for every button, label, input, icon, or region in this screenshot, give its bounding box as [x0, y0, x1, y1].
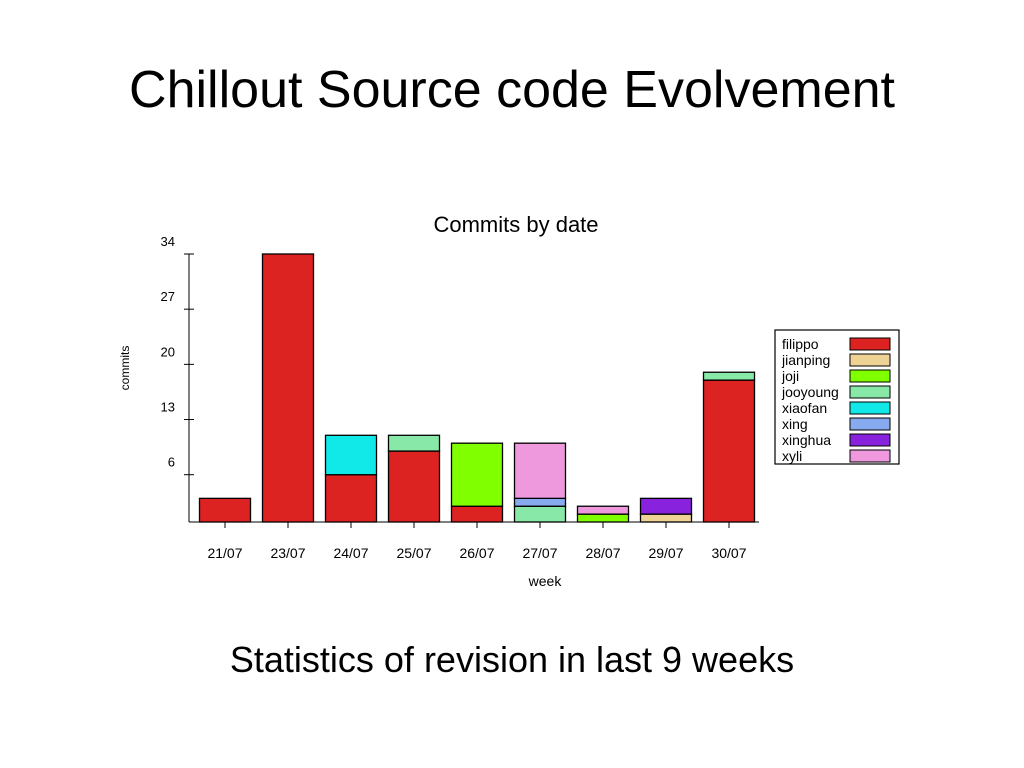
legend-swatch-xiaofan	[849, 401, 891, 415]
bar-segment-xyli	[576, 505, 630, 515]
x-tick-label: 23/07	[270, 545, 305, 561]
bar-segment-filippo	[324, 474, 378, 523]
bar-segment-xiaofan	[324, 434, 378, 476]
x-tick-label: 21/07	[207, 545, 242, 561]
bar-segment-xyli	[513, 442, 567, 500]
y-tick-label: 6	[168, 455, 175, 470]
bar-segment-joji	[450, 442, 504, 507]
legend-label: jooyoung	[781, 384, 839, 400]
legend-swatch-jianping	[849, 353, 891, 367]
legend-label: filippo	[782, 336, 819, 352]
y-tick-label: 13	[161, 400, 175, 415]
x-tick-label: 26/07	[459, 545, 494, 561]
y-tick-label: 34	[161, 234, 175, 249]
bar-segment-filippo	[198, 497, 252, 523]
chart-title: Commits by date	[433, 212, 598, 237]
x-tick-label: 29/07	[648, 545, 683, 561]
legend-label: jianping	[781, 352, 830, 368]
legend-swatch-filippo	[849, 337, 891, 351]
y-tick-label: 20	[161, 344, 175, 359]
legend-swatch-jooyoung	[849, 385, 891, 399]
slide-caption: Statistics of revision in last 9 weeks	[229, 639, 795, 680]
x-tick-label: 25/07	[396, 545, 431, 561]
x-tick-label: 24/07	[333, 545, 368, 561]
bar-segment-jooyoung	[513, 505, 567, 523]
bar-segment-xinghua	[639, 497, 693, 515]
x-tick-label: 30/07	[711, 545, 746, 561]
bar-segment-jooyoung	[387, 434, 441, 452]
x-tick-label: 28/07	[585, 545, 620, 561]
legend-swatch-xinghua	[849, 433, 891, 447]
bar-segment-filippo	[450, 505, 504, 523]
x-tick-label: 27/07	[522, 545, 557, 561]
bar-segment-filippo	[261, 253, 315, 523]
legend-label: joji	[781, 368, 799, 384]
x-axis-label: week	[528, 573, 563, 589]
bar-segment-jooyoung	[702, 371, 756, 381]
y-tick-label: 27	[161, 289, 175, 304]
legend-swatch-xyli	[849, 449, 891, 463]
plot-area: 6 13 20 27 34 21/07 23/07 24/07 25/07 26/07 27/07 2…	[161, 234, 759, 561]
legend-label: xiaofan	[782, 400, 827, 416]
bar-segment-jianping	[639, 513, 693, 523]
legend-swatch-xing	[849, 417, 891, 431]
legend-label: xing	[782, 416, 808, 432]
bar-segment-joji	[576, 513, 630, 523]
bar-segment-filippo	[387, 450, 441, 523]
legend-label: xinghua	[782, 432, 831, 448]
y-axis-label: commits	[118, 346, 132, 391]
slide-title: Chillout Source code Evolvement	[129, 61, 895, 119]
legend-swatch-joji	[849, 369, 891, 383]
bar-segment-xing	[513, 497, 567, 507]
bar-segment-filippo	[702, 379, 756, 523]
legend-label: xyli	[782, 448, 802, 464]
legend: filippojianpingjojijooyoungxiaofanxingxi…	[774, 329, 900, 465]
